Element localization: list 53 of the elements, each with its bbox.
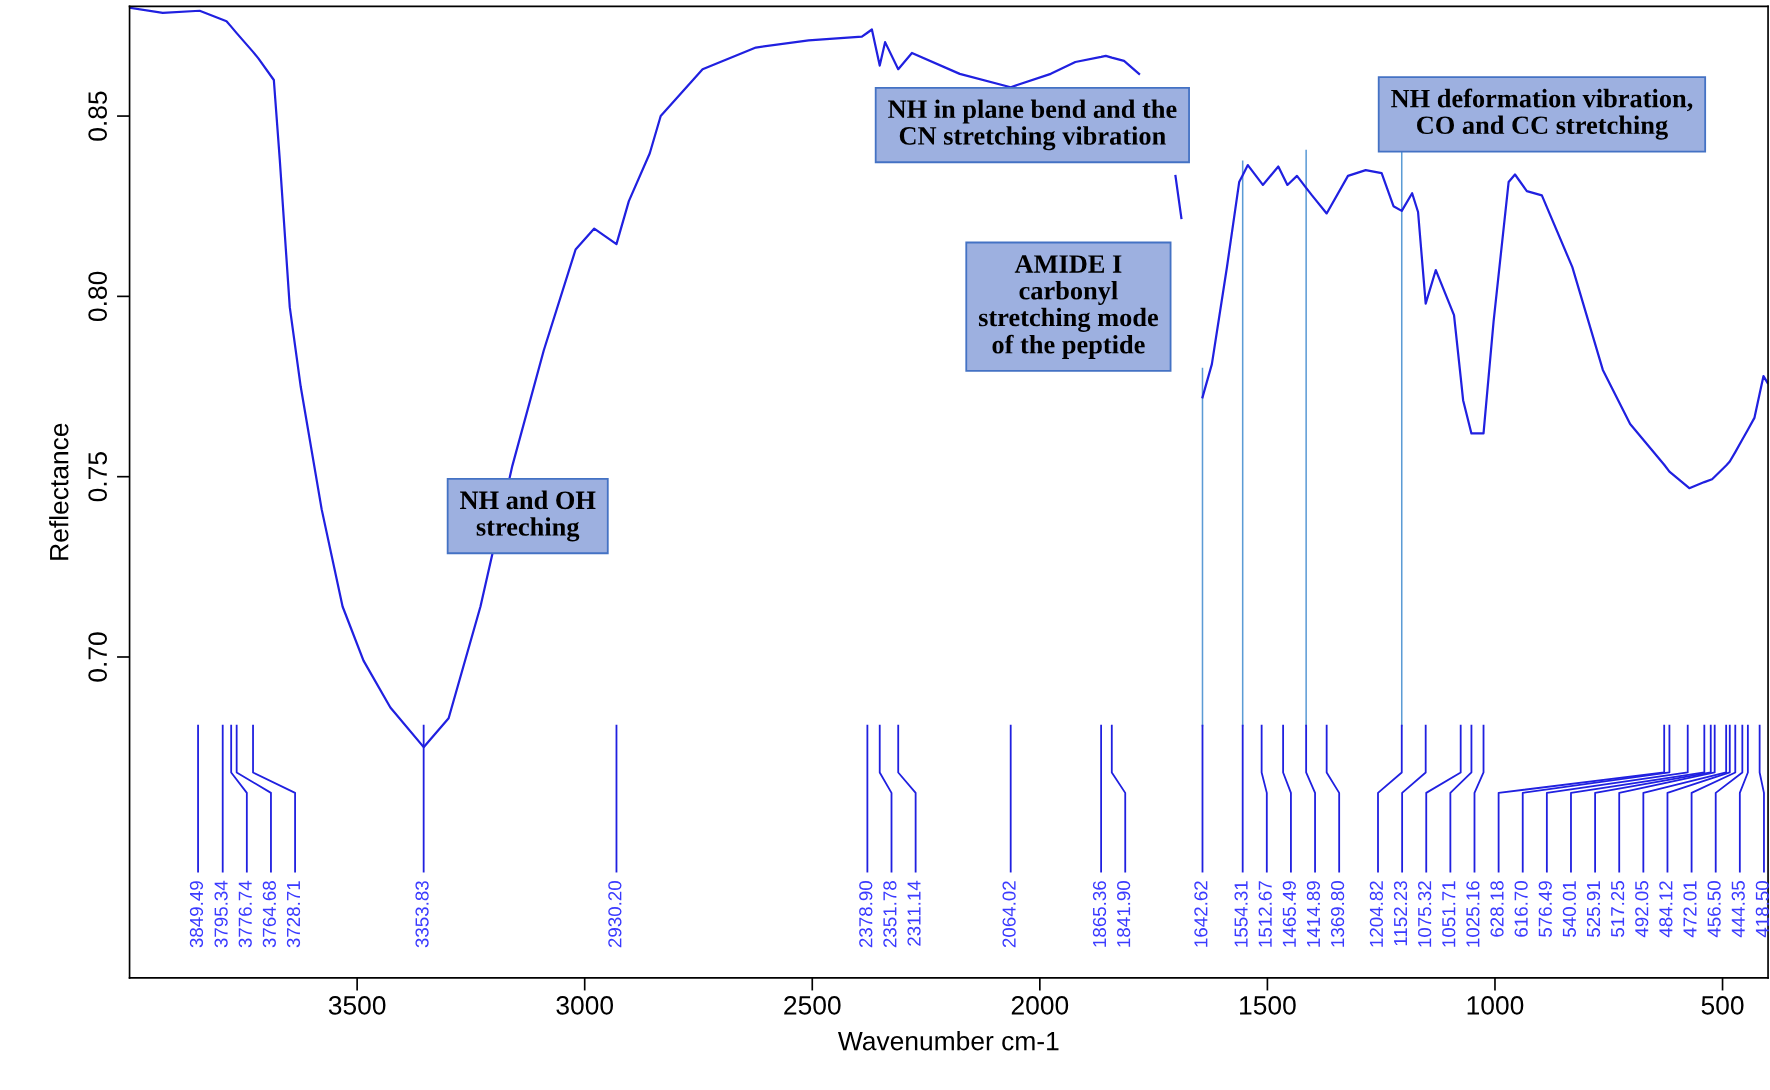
y-tick-label: 0.85 <box>88 91 107 141</box>
y-tick-label: 0.75 <box>88 452 107 502</box>
annotation: 1414.89 <box>1306 881 1321 947</box>
annotation: 472.01 <box>1683 881 1697 938</box>
annotation: 517.25 <box>1610 881 1625 937</box>
annotation: 1369.80 <box>1330 881 1345 947</box>
annotation: 3728.71 <box>286 881 301 948</box>
y-axis-title: Reflectance <box>49 423 69 560</box>
x-tick-label: 1500 <box>1240 996 1296 1015</box>
annotation: 1512.67 <box>1258 881 1272 947</box>
annotation: NH in plane bend and the CN stretching vibration <box>888 99 1177 151</box>
x-tick-label: 3000 <box>556 996 614 1015</box>
annotation: 1025.16 <box>1466 881 1480 947</box>
annotation: 484.12 <box>1659 881 1673 938</box>
annotation: 1152.23 <box>1393 881 1408 946</box>
x-axis-title: Wavenumber cm-1 <box>837 1031 1059 1051</box>
annotation: 628.18 <box>1490 881 1504 937</box>
annotation: 1642.62 <box>1194 881 1208 947</box>
x-tick-label: 1000 <box>1467 996 1524 1015</box>
x-tick-label: 2500 <box>784 996 841 1015</box>
x-tick-label: 3500 <box>328 996 386 1015</box>
annotation: 2064.02 <box>1002 881 1016 948</box>
annotation: 540.01 <box>1562 881 1577 937</box>
annotation: 1865.36 <box>1092 881 1107 947</box>
annotation: 2311.14 <box>907 880 921 946</box>
annotation: 1075.32 <box>1418 881 1432 947</box>
annotation: 525.91 <box>1586 881 1601 937</box>
annotation: 418.50 <box>1755 881 1769 938</box>
annotation: 616.70 <box>1514 881 1528 937</box>
annotation: 3353.83 <box>415 881 429 948</box>
x-tick-label: 2000 <box>1011 996 1069 1015</box>
annotation: 1465.49 <box>1282 881 1296 947</box>
annotation: 2378.90 <box>859 881 873 948</box>
annotation: 1841.90 <box>1116 881 1131 947</box>
y-tick-label: 0.70 <box>88 632 107 682</box>
annotation: 456.50 <box>1707 881 1721 938</box>
annotation: 3764.68 <box>262 881 276 948</box>
annotation: NH and OH streching <box>460 490 596 542</box>
annotation: 576.49 <box>1538 881 1552 937</box>
annotation: 1051.71 <box>1442 881 1456 947</box>
annotation: 2930.20 <box>608 881 622 948</box>
y-tick-label: 0.80 <box>88 271 107 322</box>
annotation: NH deformation vibration, CO and CC stretching <box>1391 88 1693 140</box>
annotation: 3776.74 <box>238 880 252 948</box>
x-tick-label: 500 <box>1701 996 1744 1015</box>
annotation: 444.35 <box>1731 881 1745 938</box>
annotation: 3795.34 <box>214 880 228 948</box>
annotation: AMIDE I carbonyl stretching mode of the peptide <box>978 255 1159 359</box>
annotation: 1554.31 <box>1234 881 1248 947</box>
annotation: 492.05 <box>1635 881 1649 938</box>
annotation: 1204.82 <box>1369 881 1384 947</box>
annotation: 2351.78 <box>883 881 897 948</box>
annotation: 3849.49 <box>189 881 204 948</box>
